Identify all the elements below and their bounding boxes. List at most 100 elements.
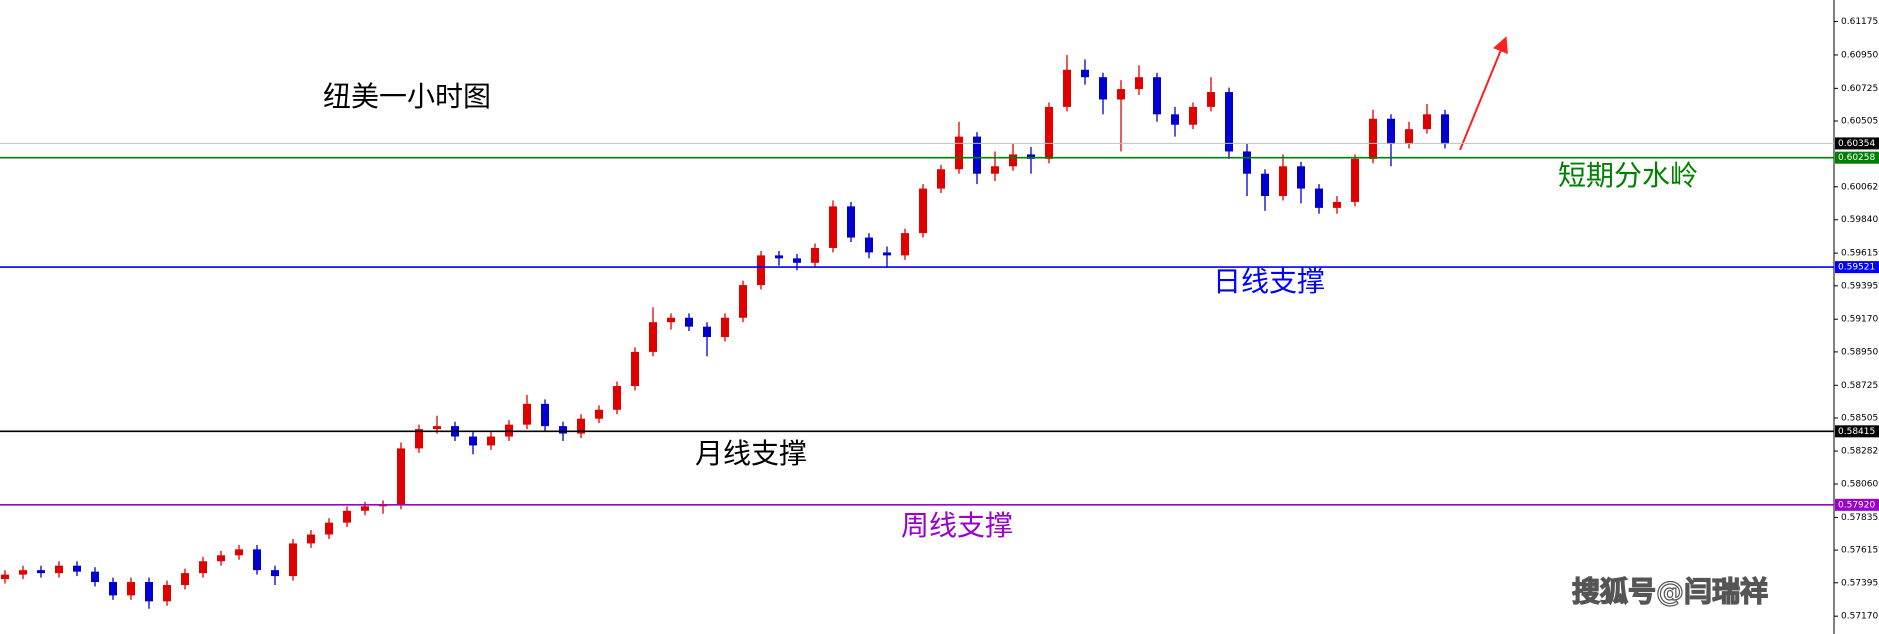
candle-body bbox=[325, 522, 333, 535]
candle-body bbox=[469, 436, 477, 446]
candle-body bbox=[145, 582, 153, 602]
candle-body bbox=[919, 188, 927, 234]
watermark: 搜狐号@闫瑞祥 bbox=[1572, 575, 1768, 608]
candle-body bbox=[1315, 188, 1323, 208]
candle-body bbox=[1135, 77, 1143, 90]
candle-body bbox=[1009, 154, 1017, 167]
level-tag-label: 0.58415 bbox=[1838, 427, 1875, 437]
level-annotation: 周线支撑 bbox=[901, 509, 1013, 542]
arrow bbox=[1459, 36, 1508, 151]
candle-body bbox=[1369, 118, 1377, 159]
y-tick-label: 0.59840 bbox=[1841, 215, 1878, 225]
candle-body bbox=[55, 565, 63, 574]
level-annotation: 日线支撑 bbox=[1213, 265, 1325, 298]
y-tick-label: 0.59170 bbox=[1841, 315, 1878, 325]
candle-body bbox=[631, 351, 639, 387]
candle-body bbox=[991, 166, 999, 174]
candle-body bbox=[253, 549, 261, 571]
candle-body bbox=[1333, 201, 1341, 208]
candle-body bbox=[1279, 166, 1287, 196]
y-tick-label: 0.58725 bbox=[1841, 381, 1878, 391]
candle-body bbox=[667, 317, 675, 323]
candle-body bbox=[1189, 106, 1197, 125]
candle-body bbox=[703, 326, 711, 338]
candle-body bbox=[757, 255, 765, 286]
candle-body bbox=[109, 582, 117, 596]
level-tag bbox=[1835, 498, 1879, 511]
candle-body bbox=[271, 570, 279, 577]
y-tick-label: 0.57615 bbox=[1841, 546, 1878, 556]
candle-body bbox=[577, 418, 585, 434]
candle-body bbox=[487, 436, 495, 446]
candle-body bbox=[1441, 114, 1449, 145]
y-tick-label: 0.60062 bbox=[1841, 182, 1878, 192]
candle-body bbox=[37, 570, 45, 574]
level-tag-label: 0.60354 bbox=[1838, 139, 1875, 149]
y-tick-label: 0.61175 bbox=[1841, 17, 1878, 27]
candle-body bbox=[397, 448, 405, 505]
y-tick-label: 0.59615 bbox=[1841, 249, 1878, 259]
candle-body bbox=[1423, 114, 1431, 130]
candle-body bbox=[613, 386, 621, 410]
y-tick-label: 0.58282 bbox=[1841, 447, 1878, 457]
candle-body bbox=[793, 258, 801, 263]
candle-body bbox=[343, 510, 351, 523]
level-tag-label: 0.60258 bbox=[1838, 153, 1875, 163]
y-tick-label: 0.58060 bbox=[1841, 480, 1878, 490]
candle-body bbox=[433, 426, 441, 430]
candle-body bbox=[1081, 69, 1089, 78]
level-tag-label: 0.57920 bbox=[1838, 500, 1875, 510]
candle-body bbox=[289, 543, 297, 577]
candle-body bbox=[685, 317, 693, 327]
candle-body bbox=[955, 136, 963, 170]
candle-body bbox=[19, 570, 27, 575]
level-annotation: 月线支撑 bbox=[695, 437, 807, 470]
candle-body bbox=[1027, 154, 1035, 159]
candle-body bbox=[541, 403, 549, 427]
candle-body bbox=[739, 285, 747, 318]
candle-body bbox=[1153, 77, 1161, 115]
level-tag bbox=[1835, 261, 1879, 274]
candle-body bbox=[829, 206, 837, 248]
candle-body bbox=[523, 403, 531, 425]
candle-body bbox=[847, 206, 855, 238]
candle-body bbox=[973, 136, 981, 174]
candle-body bbox=[1405, 129, 1413, 145]
candle-body bbox=[199, 561, 207, 574]
candle-body bbox=[415, 429, 423, 449]
candle-body bbox=[1063, 69, 1071, 107]
candle-body bbox=[1, 574, 9, 580]
candle-body bbox=[649, 322, 657, 352]
candle-body bbox=[91, 571, 99, 583]
candle-body bbox=[163, 585, 171, 602]
candle-body bbox=[595, 409, 603, 419]
candle-body bbox=[217, 555, 225, 562]
candle-body bbox=[775, 255, 783, 259]
y-tick-label: 0.59395 bbox=[1841, 281, 1878, 291]
candle-body bbox=[1297, 166, 1305, 189]
candle-body bbox=[865, 237, 873, 253]
candle-body bbox=[1099, 77, 1107, 100]
candle-body bbox=[883, 252, 891, 256]
level-tag bbox=[1835, 425, 1879, 438]
candle-body bbox=[937, 169, 945, 189]
candle-body bbox=[811, 247, 819, 263]
candle-body bbox=[901, 233, 909, 256]
candle-body bbox=[127, 582, 135, 596]
y-tick-label: 0.60505 bbox=[1841, 117, 1878, 127]
candle-body bbox=[1243, 151, 1251, 174]
candle-body bbox=[361, 506, 369, 511]
candle-body bbox=[1387, 118, 1395, 145]
candle-body bbox=[1351, 158, 1359, 202]
chart-title: 纽美一小时图 bbox=[323, 80, 491, 113]
candle-body bbox=[73, 565, 81, 572]
level-tag bbox=[1835, 137, 1879, 150]
level-tag bbox=[1835, 151, 1879, 164]
candle-body bbox=[721, 317, 729, 338]
y-tick-label: 0.57395 bbox=[1841, 578, 1878, 588]
y-tick-label: 0.57835 bbox=[1841, 513, 1878, 523]
candle-body bbox=[235, 549, 243, 556]
candle-body bbox=[307, 534, 315, 544]
candle-body bbox=[1045, 106, 1053, 159]
